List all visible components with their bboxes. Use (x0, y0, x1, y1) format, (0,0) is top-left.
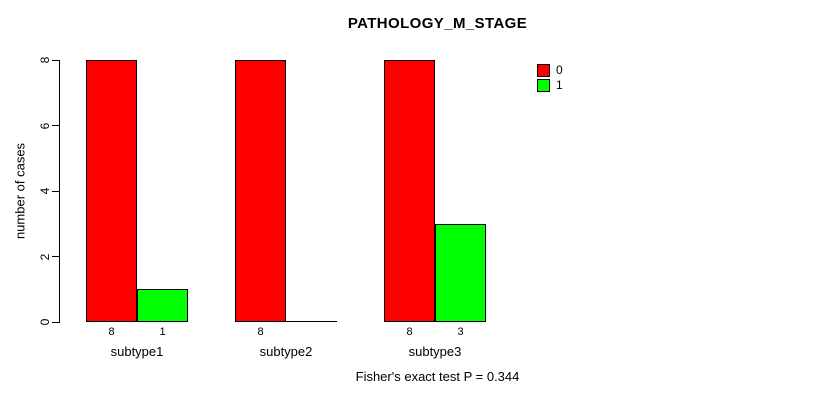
bar-value-label-subtype1-0: 8 (108, 326, 115, 338)
y-tick-8 (52, 60, 59, 61)
bar-subtype2-series-0 (235, 60, 286, 322)
bar-value-label-subtype2-0: 8 (257, 326, 264, 338)
y-axis-title: number of cases (12, 142, 28, 240)
legend-item-1: 1 (537, 79, 563, 92)
category-label-subtype1: subtype1 (110, 344, 164, 359)
bar-subtype3-series-0 (384, 60, 435, 322)
y-tick-0 (52, 322, 59, 323)
legend-swatch-0 (537, 64, 550, 77)
y-tick-label-2: 2 (38, 253, 52, 260)
y-axis-line (59, 60, 60, 323)
bar-value-label-subtype3-0: 8 (406, 326, 413, 338)
category-label-subtype3: subtype3 (408, 344, 462, 359)
annotation-fisher-test: Fisher's exact test P = 0.344 (355, 369, 520, 384)
bar-subtype2-series-1 (286, 321, 337, 322)
bar-subtype1-series-1 (137, 289, 188, 322)
bar-value-label-subtype1-1: 1 (159, 326, 166, 338)
y-tick-4 (52, 191, 59, 192)
legend-label-1: 1 (556, 78, 563, 92)
y-tick-label-4: 4 (38, 187, 52, 195)
legend-label-0: 0 (556, 63, 563, 77)
y-tick-label-8: 8 (38, 56, 52, 64)
chart-title: PATHOLOGY_M_STAGE (347, 15, 528, 32)
y-tick-2 (52, 256, 59, 257)
bar-subtype3-series-1 (435, 224, 486, 322)
legend-item-0: 0 (537, 64, 563, 77)
category-label-subtype2: subtype2 (259, 344, 313, 359)
y-tick-label-0: 0 (38, 318, 52, 326)
y-tick-label-6: 6 (38, 122, 52, 129)
bar-value-label-subtype3-1: 3 (457, 326, 464, 338)
legend-swatch-1 (537, 79, 550, 92)
y-tick-6 (52, 125, 59, 126)
bar-subtype1-series-0 (86, 60, 137, 322)
